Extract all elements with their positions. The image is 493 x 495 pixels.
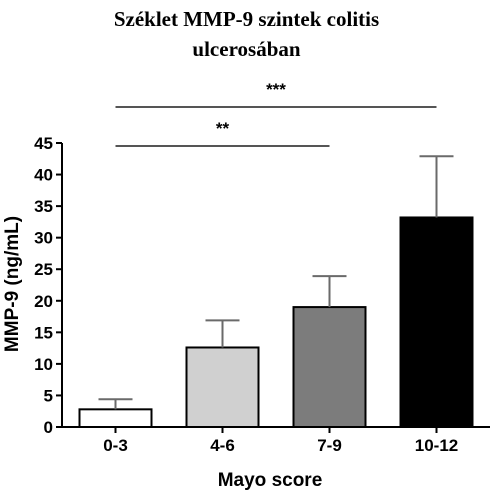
y-tick-label: 15 [34,323,53,342]
x-tick-label: 7-9 [317,436,342,455]
y-tick-label: 35 [34,197,53,216]
y-tick-label: 45 [34,134,53,153]
bar [292,306,367,429]
bar [78,408,153,428]
x-tick-label: 0-3 [103,436,128,455]
axes: 0 5 10 15 20 25 30 35 40 45 0-3 4-6 7-9 10-12 [34,134,490,455]
y-tick-label: 25 [34,260,53,279]
bar [185,346,260,429]
x-tick-label: 10-12 [415,436,458,455]
significance-label: ** [216,119,230,138]
bar [399,216,474,428]
chart-title-line-2: ulcerosában [192,37,301,61]
x-tick-label: 4-6 [210,436,235,455]
bars [78,216,474,429]
significance-markers: ***** [115,80,437,147]
y-tick-label: 10 [34,355,53,374]
y-tick-label: 20 [34,292,53,311]
x-axis-label: Mayo score [218,470,323,491]
error-bars [98,155,454,410]
y-tick-label: 30 [34,229,53,248]
y-tick-label: 5 [44,386,53,405]
y-tick-label: 0 [44,418,53,437]
chart-title-line-1: Széklet MMP-9 szintek colitis [113,7,380,31]
y-tick-label: 40 [34,166,53,185]
y-axis-label: MMP-9 (ng/mL) [2,216,23,352]
significance-label: *** [266,80,286,99]
